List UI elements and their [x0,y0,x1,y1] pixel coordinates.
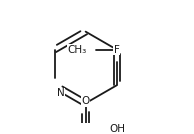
Text: N: N [57,88,65,98]
Text: O: O [81,96,90,106]
Text: OH: OH [110,124,126,134]
Text: F: F [114,45,120,55]
Text: CH₃: CH₃ [67,44,87,55]
